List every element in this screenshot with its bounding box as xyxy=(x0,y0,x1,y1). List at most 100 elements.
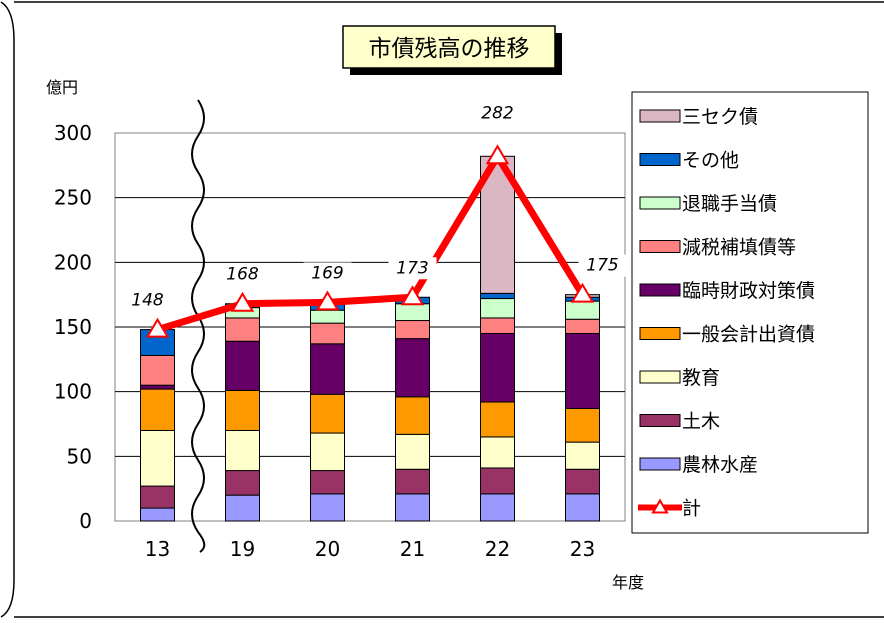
total-label-bg xyxy=(578,254,627,277)
x-tick-labels: 13 19 20 21 22 23 xyxy=(145,537,595,561)
bar-segment xyxy=(480,317,515,334)
legend-label: 土木 xyxy=(682,411,720,433)
legend-swatch xyxy=(639,283,681,297)
bars xyxy=(140,155,600,522)
y-tick-labels: 0 50 100 150 200 250 300 xyxy=(54,121,92,533)
bar-segment xyxy=(310,493,345,522)
legend-label: 一般会計出資債 xyxy=(682,324,815,346)
bar-segment xyxy=(225,470,260,496)
bar-segment xyxy=(140,429,175,487)
bar-segment xyxy=(310,470,345,495)
x-tick-label: 20 xyxy=(315,537,340,561)
total-point-marker xyxy=(570,282,595,303)
chart-title-box xyxy=(342,25,556,69)
legend-swatch xyxy=(639,240,681,253)
axis-break-line xyxy=(191,99,206,553)
x-tick-label: 19 xyxy=(230,537,255,561)
legend-swatch xyxy=(639,414,681,427)
bar-segment xyxy=(140,485,175,509)
legend-label: 臨時財政対策債 xyxy=(682,280,815,302)
legend-swatch xyxy=(639,370,681,384)
total-label: 175 xyxy=(586,256,618,276)
bar-segment xyxy=(225,494,260,522)
total-label: 282 xyxy=(481,103,513,123)
bar-segment xyxy=(395,396,430,435)
legend-label: 農林水産 xyxy=(682,454,758,476)
y-tick-label: 250 xyxy=(54,186,92,210)
legend-swatch xyxy=(639,327,681,340)
bar-segment xyxy=(225,429,260,472)
bar-segment xyxy=(565,332,600,409)
bar-segment xyxy=(310,393,345,434)
bar-segment xyxy=(565,300,600,320)
total-series-line xyxy=(156,149,586,333)
y-tick-label: 100 xyxy=(54,380,92,404)
y-tick-label: 50 xyxy=(67,444,92,468)
bar-segment xyxy=(225,389,260,431)
bar-segment xyxy=(395,468,430,495)
bar-segment xyxy=(140,354,175,386)
x-tick-label: 13 xyxy=(145,537,170,561)
bar-segment xyxy=(480,401,515,438)
legend-swatch xyxy=(639,196,681,210)
bar-segment xyxy=(140,388,175,431)
bar-segment xyxy=(140,507,175,522)
bar-segment xyxy=(565,493,600,522)
legend: 三セク債その他退職手当債減税補填債等臨時財政対策債一般会計出資債教育土木農林水産… xyxy=(638,106,815,520)
total-label-bg xyxy=(123,289,172,312)
bar-segment xyxy=(480,292,515,300)
y-tick-label: 200 xyxy=(54,250,92,274)
legend-swatch xyxy=(639,109,681,123)
legend-label: 退職手当債 xyxy=(682,193,777,215)
bar-segment xyxy=(480,436,515,469)
bar-segment xyxy=(565,407,600,443)
bar-segment xyxy=(310,432,345,472)
legend-label: 教育 xyxy=(682,367,720,389)
total-label: 169 xyxy=(311,263,343,283)
x-axis-label: 年度 xyxy=(612,573,644,592)
x-tick-label: 23 xyxy=(570,537,595,561)
total-label: 148 xyxy=(131,291,164,311)
bar-segment xyxy=(140,384,175,390)
total-point-marker xyxy=(315,290,340,311)
total-line xyxy=(145,144,595,338)
total-point-marker xyxy=(400,285,425,306)
bar-segment xyxy=(565,318,600,334)
bar-segment xyxy=(225,340,260,391)
bar-segment xyxy=(225,317,260,342)
bar-segment xyxy=(480,493,515,522)
total-point-marker xyxy=(145,317,170,338)
bar-segment xyxy=(395,303,430,322)
legend-swatch xyxy=(639,457,681,471)
bar-segment xyxy=(395,493,430,522)
y-axis-label: 億円 xyxy=(46,78,78,97)
legend-label: その他 xyxy=(682,150,739,172)
y-tick-label: 0 xyxy=(79,509,92,533)
total-label-bg xyxy=(218,263,267,286)
total-label-bg xyxy=(388,257,437,280)
bar-segment xyxy=(480,332,515,403)
bar-segment xyxy=(480,298,515,319)
bar-segment xyxy=(310,322,345,345)
total-label-bg xyxy=(303,262,352,285)
bar-segment xyxy=(395,338,430,398)
legend-label: 三セク債 xyxy=(682,106,758,128)
y-tick-label: 150 xyxy=(54,315,92,339)
legend-label: 計 xyxy=(682,498,701,520)
legend-swatch xyxy=(639,153,681,166)
bar-segment xyxy=(565,468,600,495)
bar-segment xyxy=(565,441,600,470)
bar-segment xyxy=(310,309,345,324)
total-labels: 148 168 169 173 282 175 xyxy=(123,102,627,312)
chart-title: 市債残高の推移 xyxy=(369,36,530,62)
legend-label: 減税補填債等 xyxy=(682,237,796,259)
total-label-bg xyxy=(473,102,522,125)
frame-left-curve xyxy=(0,1,15,618)
legend-swatch-marker xyxy=(651,498,669,514)
y-tick-label: 300 xyxy=(54,121,92,145)
bar-segment xyxy=(480,467,515,495)
bar-segment xyxy=(310,343,345,395)
x-tick-label: 21 xyxy=(400,537,425,561)
